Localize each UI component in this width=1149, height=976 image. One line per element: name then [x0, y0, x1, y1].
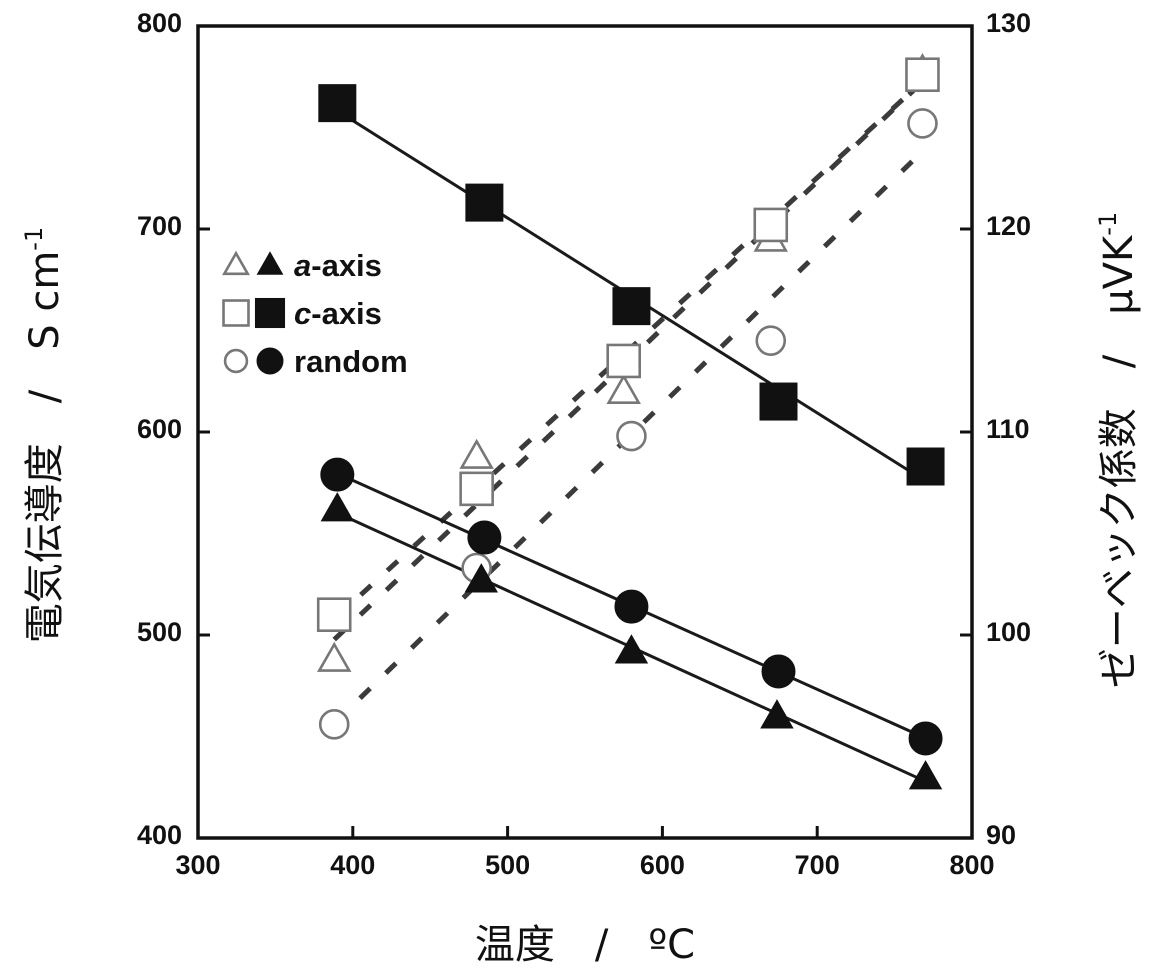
triangle-marker-a-axis-open — [459, 438, 494, 469]
legend-label: c-axis — [294, 296, 382, 331]
legend-square-open-icon — [222, 299, 250, 327]
y-right-tick-label: 100 — [986, 617, 1031, 647]
y-axis-left-title-sup: -1 — [20, 227, 48, 251]
legend-label-rest: random — [294, 344, 408, 379]
legend-circle-filled-icon — [256, 347, 284, 375]
square-marker-c-axis-filled — [465, 183, 504, 222]
legend-label-italic: c — [294, 296, 311, 331]
circle-marker-random-filled — [614, 589, 649, 624]
x-tick-label: 600 — [640, 850, 685, 880]
data-markers — [316, 53, 945, 790]
x-tick-label: 400 — [330, 850, 375, 880]
x-tick-label: 800 — [949, 850, 994, 880]
y-left-tick-label: 800 — [137, 8, 182, 38]
square-marker-c-axis-filled — [612, 287, 651, 326]
triangle-marker-a-axis-filled — [614, 634, 649, 664]
legend-circle-open-icon — [223, 348, 249, 374]
y-right-tick-label: 90 — [986, 820, 1016, 850]
square-marker-c-axis-open — [316, 597, 352, 633]
tick-labels: 300 400 500 600 700 8004005006007008009010011… — [137, 8, 1031, 880]
square-marker-c-axis-open — [459, 471, 494, 507]
legend-label-italic: a — [294, 248, 311, 283]
y-left-tick-label: 600 — [137, 414, 182, 444]
square-marker-c-axis-open — [753, 207, 789, 243]
square-marker-c-axis-filled — [906, 447, 945, 486]
circle-marker-random-open — [318, 709, 350, 740]
circle-marker-random-open — [907, 108, 938, 139]
plot-frame — [196, 24, 974, 840]
triangle-marker-a-axis-filled — [760, 699, 794, 729]
y-axis-left-title: 電気伝導度 / S cm-1 — [20, 227, 68, 643]
legend-square-filled-icon — [254, 297, 286, 329]
x-tick-label: 700 — [795, 850, 840, 880]
circle-marker-random-filled — [320, 457, 355, 492]
y-axis-right-title-sup: -1 — [1094, 212, 1122, 236]
circle-marker-random-filled — [761, 654, 796, 689]
triangle-marker-a-axis-filled — [320, 492, 355, 522]
legend-label-rest: -axis — [311, 248, 382, 283]
x-axis-title: 温度 / ºC — [475, 922, 695, 968]
tick-marks — [196, 24, 974, 840]
square-marker-c-axis-open — [606, 343, 642, 379]
y-right-tick-label: 130 — [986, 8, 1031, 38]
circle-marker-random-open — [755, 325, 787, 356]
y-left-tick-label: 700 — [137, 211, 182, 241]
triangle-marker-a-axis-filled — [908, 760, 943, 790]
y-left-tick-label: 500 — [137, 617, 182, 647]
triangle-marker-a-axis-open — [606, 373, 641, 404]
y-right-tick-label: 120 — [986, 211, 1031, 241]
circle-marker-random-filled — [908, 721, 943, 756]
legend-label-rest: -axis — [311, 296, 382, 331]
legend-label: a-axis — [294, 248, 382, 283]
y-axis-left-title-main: 電気伝導度 / S cm — [22, 251, 68, 644]
legend-label: random — [294, 344, 408, 379]
square-marker-c-axis-filled — [318, 84, 357, 123]
y-left-tick-label: 400 — [137, 820, 182, 850]
square-marker-c-axis-filled — [759, 382, 798, 421]
legend-triangle-filled-icon — [256, 251, 284, 275]
legend-triangle-open-icon — [222, 250, 250, 276]
circle-marker-random-filled — [467, 520, 502, 555]
y-axis-right-title-main: ゼーベック係数 / μVK — [1096, 234, 1142, 688]
y-axis-right-title: ゼーベック係数 / μVK-1 — [1094, 212, 1142, 688]
y-right-tick-label: 110 — [986, 414, 1030, 444]
x-tick-label: 500 — [485, 850, 530, 880]
square-marker-c-axis-open — [905, 57, 940, 93]
circle-marker-random-open — [616, 420, 647, 452]
triangle-marker-a-axis-open — [316, 641, 352, 672]
triangle-marker-a-axis-filled — [464, 563, 499, 593]
x-tick-label: 300 — [175, 850, 220, 880]
